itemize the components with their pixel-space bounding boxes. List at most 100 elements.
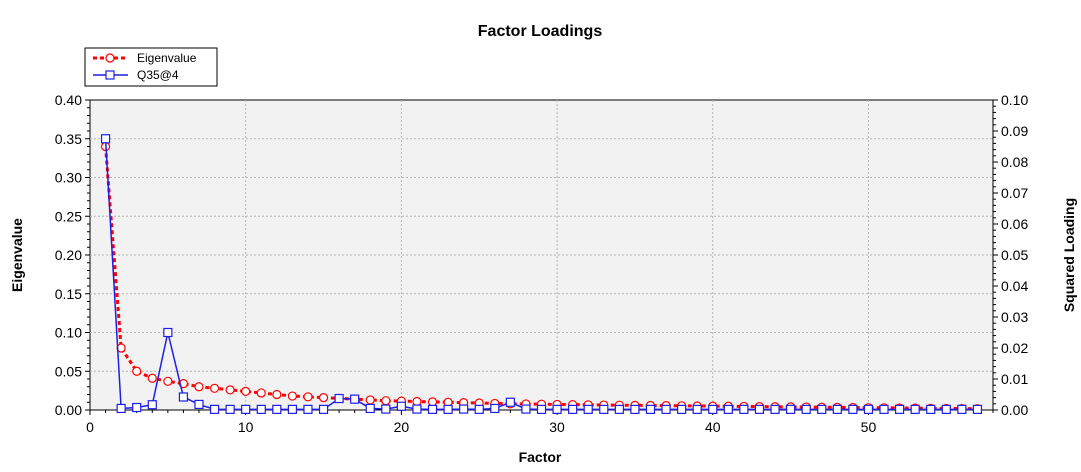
x-tick-label: 10 (238, 419, 254, 435)
legend-label-eigenvalue: Eigenvalue (137, 51, 197, 65)
loading-point (739, 404, 749, 414)
loading-point (272, 404, 282, 414)
y-left-axis-ticks: 0.00 0.05 0.10 0.15 0.20 0.25 0.30 0.35 0.40 (55, 92, 90, 418)
loading-point (521, 404, 531, 414)
loading-point (132, 402, 142, 413)
y-right-tick-label: 0.09 (1001, 123, 1028, 139)
y-left-tick-label: 0.35 (55, 131, 82, 147)
loading-point (941, 404, 951, 414)
plot-area (89, 99, 994, 411)
eigenvalue-point (427, 397, 438, 407)
loading-point (427, 404, 438, 414)
y-right-tick-label: 0.04 (1001, 278, 1028, 294)
loading-point (692, 404, 702, 414)
eigenvalue-point (412, 396, 422, 407)
loading-point (225, 404, 235, 414)
loading-point (770, 404, 780, 414)
loading-point (972, 404, 983, 414)
loading-point (505, 397, 515, 407)
loading-point (786, 404, 796, 414)
y-right-axis-label: Squared Loading (1061, 198, 1077, 312)
eigenvalue-point (132, 366, 142, 376)
x-axis-label: Factor (519, 449, 562, 465)
loading-point (894, 404, 905, 414)
loading-point (163, 327, 173, 338)
loading-point (630, 404, 640, 414)
loading-point (209, 404, 220, 414)
y-right-tick-label: 0.01 (1001, 371, 1028, 387)
loading-point (677, 404, 687, 414)
y-left-tick-label: 0.00 (55, 402, 82, 418)
loading-point (490, 403, 500, 414)
y-left-tick-label: 0.20 (55, 247, 82, 263)
y-right-axis-ticks: 0.00 0.01 0.02 0.03 0.04 0.05 0.06 0.07 0.08 0.09… (993, 92, 1028, 418)
loading-point (832, 404, 842, 414)
loading-point (708, 404, 718, 414)
loading-point (381, 404, 391, 414)
eigenvalue-point (365, 395, 375, 405)
loading-point (443, 404, 453, 414)
eigenvalue-point (272, 389, 282, 400)
eigenvalue-point (194, 382, 204, 392)
eigenvalue-point (256, 388, 266, 398)
loading-point (754, 404, 765, 414)
loading-point (350, 394, 360, 404)
loading-point (303, 404, 313, 414)
legend-loading-marker (105, 70, 115, 80)
loading-point (287, 404, 297, 414)
loading-point (863, 404, 874, 414)
loading-point (926, 404, 936, 414)
loading-point (910, 404, 920, 414)
y-right-tick-label: 0.07 (1001, 185, 1028, 201)
eigenvalue-point (241, 386, 251, 396)
y-left-tick-label: 0.25 (55, 208, 82, 224)
loading-point (318, 404, 329, 414)
legend: Eigenvalue Q35@4 (84, 47, 218, 87)
loading-point (116, 403, 126, 414)
loading-point (459, 404, 469, 414)
loading-point (583, 404, 593, 414)
x-tick-label: 20 (394, 419, 410, 435)
loading-point (334, 393, 344, 404)
y-left-tick-label: 0.40 (55, 92, 82, 108)
gridlines (90, 100, 993, 410)
x-tick-label: 0 (86, 419, 94, 435)
loading-point (536, 404, 547, 414)
x-tick-label: 30 (549, 419, 565, 435)
eigenvalue-point (147, 373, 157, 383)
loading-point (474, 404, 484, 414)
loading-point (957, 404, 967, 414)
series-loading (100, 134, 983, 414)
loading-point (723, 404, 733, 414)
y-left-tick-label: 0.05 (55, 363, 82, 379)
y-left-tick-label: 0.15 (55, 286, 82, 302)
eigenvalue-point (225, 385, 235, 395)
eigenvalue-point (381, 396, 391, 406)
loading-point (552, 404, 562, 414)
y-right-tick-label: 0.02 (1001, 340, 1028, 356)
eigenvalue-point (287, 391, 297, 401)
legend-box (84, 47, 218, 87)
y-right-tick-label: 0.05 (1001, 247, 1028, 263)
loading-point (178, 392, 189, 402)
loading-point (147, 400, 157, 410)
loading-point (879, 404, 889, 414)
loading-point (100, 134, 111, 144)
loading-point (396, 401, 406, 411)
y-right-tick-label: 0.08 (1001, 154, 1028, 170)
x-tick-label: 40 (705, 419, 721, 435)
loading-point (801, 404, 811, 414)
legend-eigenvalue-marker (105, 53, 115, 63)
y-right-tick-label: 0.06 (1001, 216, 1028, 232)
loading-point (817, 404, 827, 414)
eigenvalue-point (209, 383, 220, 393)
y-left-axis-label: Eigenvalue (9, 218, 25, 292)
eigenvalue-point (303, 392, 313, 402)
y-right-tick-label: 0.00 (1001, 402, 1028, 418)
y-left-tick-label: 0.10 (55, 325, 82, 341)
loading-point (848, 404, 858, 414)
loading-point (599, 404, 609, 414)
legend-label-loading: Q35@4 (137, 68, 179, 82)
loading-point (614, 404, 624, 414)
loading-point (256, 404, 266, 414)
